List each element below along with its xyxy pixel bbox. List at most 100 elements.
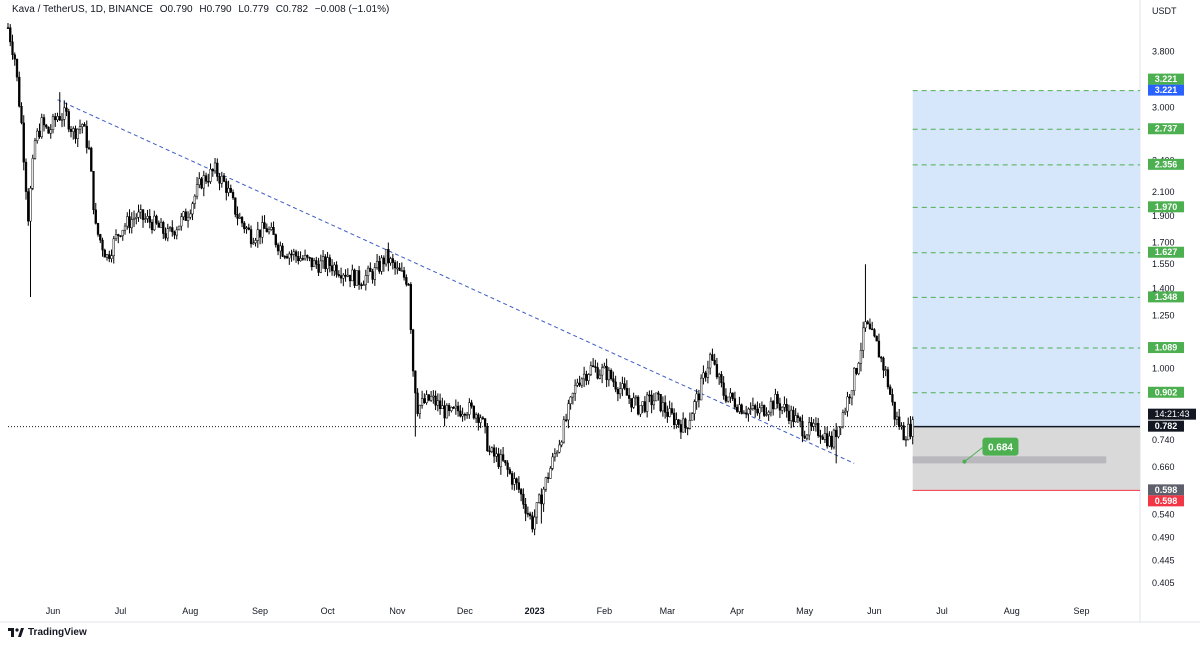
candle-body: [569, 396, 572, 404]
candle-body: [895, 416, 899, 420]
x-tick-label: Aug: [182, 606, 198, 616]
candle-body: [355, 270, 358, 286]
candle-body: [155, 215, 158, 224]
candle-body: [317, 264, 320, 273]
candle-body: [339, 275, 343, 279]
x-tick-label: Jul: [936, 606, 948, 616]
candle-body: [661, 402, 665, 412]
candle-body: [366, 267, 370, 276]
symbol-label[interactable]: Kava / TetherUS, 1D, BINANCE: [12, 4, 153, 15]
candle-body: [862, 327, 865, 351]
candle-body: [681, 418, 685, 433]
price-label: 1.970: [1155, 202, 1178, 212]
callout-box[interactable]: [982, 437, 1019, 456]
long-position-profit-zone[interactable]: [912, 90, 1140, 427]
candle-body: [821, 436, 824, 440]
candle-body: [425, 394, 428, 403]
candle-body: [101, 239, 104, 251]
brand-name: TradingView: [28, 627, 87, 638]
candle-body: [200, 178, 203, 189]
candle-body: [283, 256, 286, 258]
candle-body: [893, 401, 896, 420]
candle-body: [877, 340, 881, 358]
candle-body: [360, 284, 363, 286]
candle-body: [40, 117, 43, 138]
candle-body: [571, 392, 575, 398]
candle-body: [328, 257, 331, 266]
candle-body: [889, 386, 892, 395]
price-label-tag: [1148, 84, 1184, 96]
candle-body: [272, 227, 275, 235]
candle-body: [279, 245, 282, 252]
candle-body: [423, 398, 426, 403]
candle-body: [22, 122, 25, 163]
trendline[interactable]: [57, 99, 855, 464]
candle-body: [297, 255, 300, 262]
price-label-tag: [1148, 201, 1184, 213]
candle-body: [447, 405, 451, 411]
footer-brand[interactable]: TradingView: [8, 627, 87, 638]
x-tick-label: Sep: [1073, 606, 1089, 616]
candle-body: [776, 394, 779, 404]
candle-body: [236, 214, 239, 219]
candle-body: [479, 417, 482, 423]
candle-body: [243, 222, 246, 230]
candle-body: [13, 54, 16, 60]
candle-body: [517, 482, 521, 490]
candle-body: [749, 408, 752, 410]
candle-body: [501, 454, 505, 461]
candle-body: [731, 392, 734, 399]
callout-label: 0.684: [988, 443, 1013, 454]
target-zone[interactable]: [912, 456, 1107, 464]
candle-body: [211, 169, 214, 172]
candle-body: [607, 370, 611, 381]
candle-body: [589, 365, 593, 375]
candle-body: [337, 274, 340, 276]
candle-body: [675, 419, 678, 425]
candle-body: [164, 233, 167, 239]
candle-body: [24, 161, 28, 192]
candle-body: [713, 359, 716, 365]
candle-body: [754, 405, 757, 410]
candle-body: [781, 406, 784, 411]
candle-body: [600, 367, 604, 376]
candle-body: [742, 412, 746, 415]
candle-body: [420, 398, 424, 406]
candle-body: [857, 363, 860, 374]
candle-body: [371, 271, 374, 280]
high-value: H0.790: [199, 4, 232, 15]
candle-body: [90, 147, 93, 172]
candle-body: [202, 175, 205, 189]
candle-body: [60, 119, 64, 121]
candle-body: [213, 162, 217, 172]
candle-body: [837, 426, 840, 438]
candle-body: [859, 350, 863, 364]
candle-body: [184, 211, 187, 221]
open-value: O0.790: [159, 4, 193, 15]
candle-body: [177, 225, 181, 231]
candle-body: [387, 249, 390, 264]
candle-body: [799, 417, 802, 422]
candle-body: [175, 229, 178, 236]
candle-body: [186, 216, 190, 221]
change-value: −0.008 (−1.01%): [314, 4, 390, 15]
candle-body: [481, 417, 485, 420]
candle-body: [562, 419, 566, 443]
candle-body: [609, 370, 613, 380]
candle-body: [504, 460, 507, 464]
candle-body: [736, 406, 739, 412]
price-label: 0.902: [1155, 387, 1178, 397]
candle-body: [758, 407, 761, 414]
price-label: 1.627: [1155, 247, 1178, 257]
candle-body: [231, 192, 235, 199]
candle-body: [477, 414, 480, 423]
candle-body: [225, 181, 228, 193]
candle-body: [267, 229, 271, 233]
x-tick-label: Mar: [660, 606, 676, 616]
y-tick-label: 1.550: [1152, 259, 1175, 269]
candle-body: [841, 412, 845, 427]
candle-body: [216, 162, 219, 177]
candle-body: [648, 394, 651, 397]
